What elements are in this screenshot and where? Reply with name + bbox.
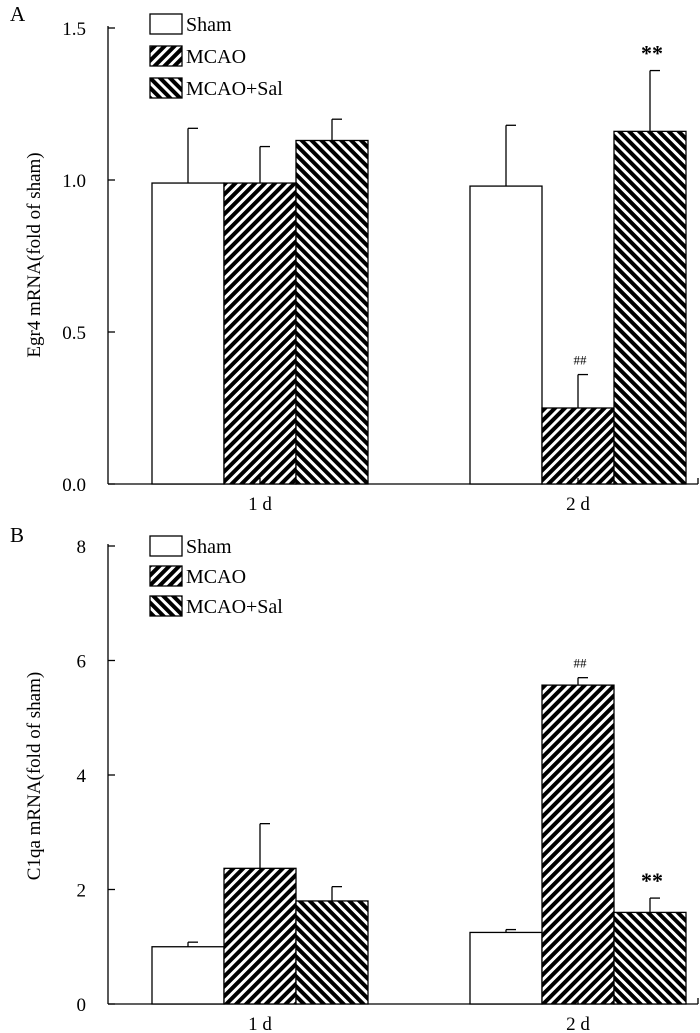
legend-label: MCAO <box>186 566 246 588</box>
y-tick-label: 0 <box>77 995 87 1016</box>
y-tick-label: 0.0 <box>62 475 86 496</box>
panel-a: A Egr4 mRNA(fold of sham) 0.0 0.5 1.0 1.5 1 … <box>10 2 699 515</box>
y-tick-label: 0.5 <box>62 323 86 344</box>
panel-label: A <box>10 2 26 26</box>
significance-label: ** <box>641 868 663 893</box>
panel-b: B C1qa mRNA(fold of sham) 0 2 4 6 8 1 d ## ** 2 … <box>10 523 699 1033</box>
legend-swatch <box>149 535 183 557</box>
y-tick-label: 1.5 <box>62 19 86 40</box>
plot-area: 0.0 0.5 1.0 1.5 1 d ## ** 2 d Sham MCAO MCAO+Sal <box>62 13 699 515</box>
x-tick-label: 2 d <box>566 1014 590 1033</box>
significance-label: ## <box>574 353 588 368</box>
significance-label: ## <box>574 656 588 671</box>
bar <box>295 900 369 1005</box>
bar <box>541 684 615 1005</box>
y-axis-title: Egr4 mRNA(fold of sham) <box>24 152 45 357</box>
bar <box>295 139 369 485</box>
legend-label: MCAO+Sal <box>186 596 283 618</box>
legend-swatch <box>149 77 183 99</box>
y-tick-label: 1.0 <box>62 171 86 192</box>
bar <box>541 407 615 485</box>
legend-label: Sham <box>186 14 232 36</box>
y-tick-label: 2 <box>77 881 87 902</box>
legend-swatch <box>149 13 183 35</box>
plot-area: 0 2 4 6 8 1 d ## ** 2 d Sham MCAO MCAO+Sal <box>77 535 699 1033</box>
legend-swatch <box>149 565 183 587</box>
bar <box>151 182 225 485</box>
y-tick-label: 6 <box>77 652 87 673</box>
x-tick-label: 2 d <box>566 494 590 515</box>
legend-label: Sham <box>186 536 232 558</box>
bar <box>469 931 543 1005</box>
y-tick-label: 8 <box>77 537 87 558</box>
bar <box>151 946 225 1005</box>
bar <box>223 182 297 485</box>
y-axis-title: C1qa mRNA(fold of sham) <box>24 672 45 880</box>
x-tick-label: 1 d <box>248 1014 272 1033</box>
significance-label: ** <box>641 41 663 66</box>
bar <box>613 911 687 1005</box>
bar <box>613 130 687 485</box>
legend-label: MCAO <box>186 46 246 68</box>
x-tick-label: 1 d <box>248 494 272 515</box>
bar <box>469 185 543 485</box>
legend-swatch <box>149 45 183 67</box>
legend-swatch <box>149 595 183 617</box>
y-tick-label: 4 <box>77 766 87 787</box>
panel-label: B <box>10 523 24 547</box>
legend-label: MCAO+Sal <box>186 78 283 100</box>
bar <box>223 867 297 1005</box>
